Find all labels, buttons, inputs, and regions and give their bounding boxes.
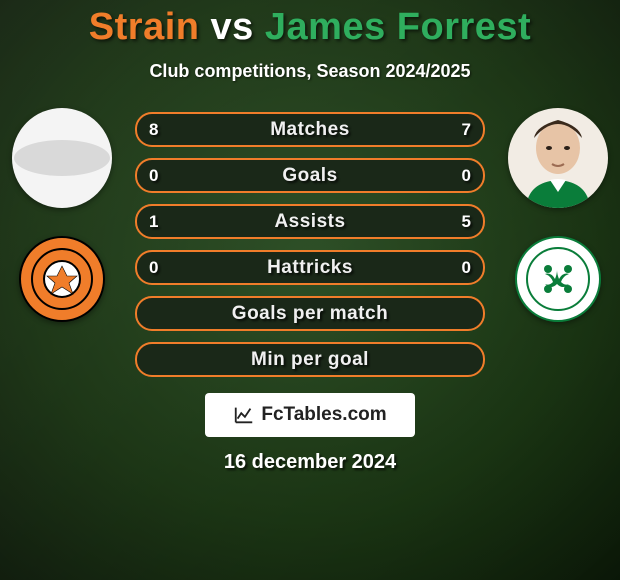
- stat-label: Min per goal: [251, 349, 369, 371]
- chart-icon: [233, 404, 255, 426]
- stat-bar: 0 Hattricks 0: [135, 250, 485, 285]
- stat-label: Matches: [270, 119, 350, 141]
- player1-club-badge: [19, 236, 105, 322]
- subtitle: Club competitions, Season 2024/2025: [0, 61, 620, 82]
- player2-club-badge: [515, 236, 601, 322]
- main-row: 8 Matches 7 0 Goals 0 1 Assists 5 0 Hattricks 0 Goal…: [0, 108, 620, 377]
- player2-photo: [508, 108, 608, 208]
- stat-label: Hattricks: [267, 257, 353, 279]
- stat-value-p2: 7: [462, 120, 471, 140]
- stat-label: Goals per match: [232, 303, 388, 325]
- stats-bars: 8 Matches 7 0 Goals 0 1 Assists 5 0 Hattricks 0 Goal…: [135, 112, 485, 377]
- player2-column: [503, 108, 613, 322]
- stat-bar: Goals per match: [135, 296, 485, 331]
- date-text: 16 december 2024: [0, 451, 620, 474]
- stat-value-p1: 1: [149, 212, 158, 232]
- stat-bar: Min per goal: [135, 342, 485, 377]
- content-root: Strain vs James Forrest Club competition…: [0, 0, 620, 580]
- stat-bar: 1 Assists 5: [135, 204, 485, 239]
- page-title: Strain vs James Forrest: [0, 0, 620, 49]
- title-player1: Strain: [89, 6, 200, 48]
- stat-value-p2: 5: [462, 212, 471, 232]
- title-vs: vs: [211, 6, 254, 48]
- title-player2: James Forrest: [265, 6, 531, 48]
- brand-badge[interactable]: FcTables.com: [205, 393, 415, 437]
- stat-value-p1: 8: [149, 120, 158, 140]
- stat-label: Assists: [274, 211, 345, 233]
- player1-column: [7, 108, 117, 322]
- stat-value-p1: 0: [149, 166, 158, 186]
- stat-label: Goals: [282, 165, 337, 187]
- stat-bar: 0 Goals 0: [135, 158, 485, 193]
- stat-value-p2: 0: [462, 258, 471, 278]
- stat-bar: 8 Matches 7: [135, 112, 485, 147]
- stat-value-p1: 0: [149, 258, 158, 278]
- stat-value-p2: 0: [462, 166, 471, 186]
- brand-text: FcTables.com: [261, 404, 386, 426]
- player1-photo: [12, 108, 112, 208]
